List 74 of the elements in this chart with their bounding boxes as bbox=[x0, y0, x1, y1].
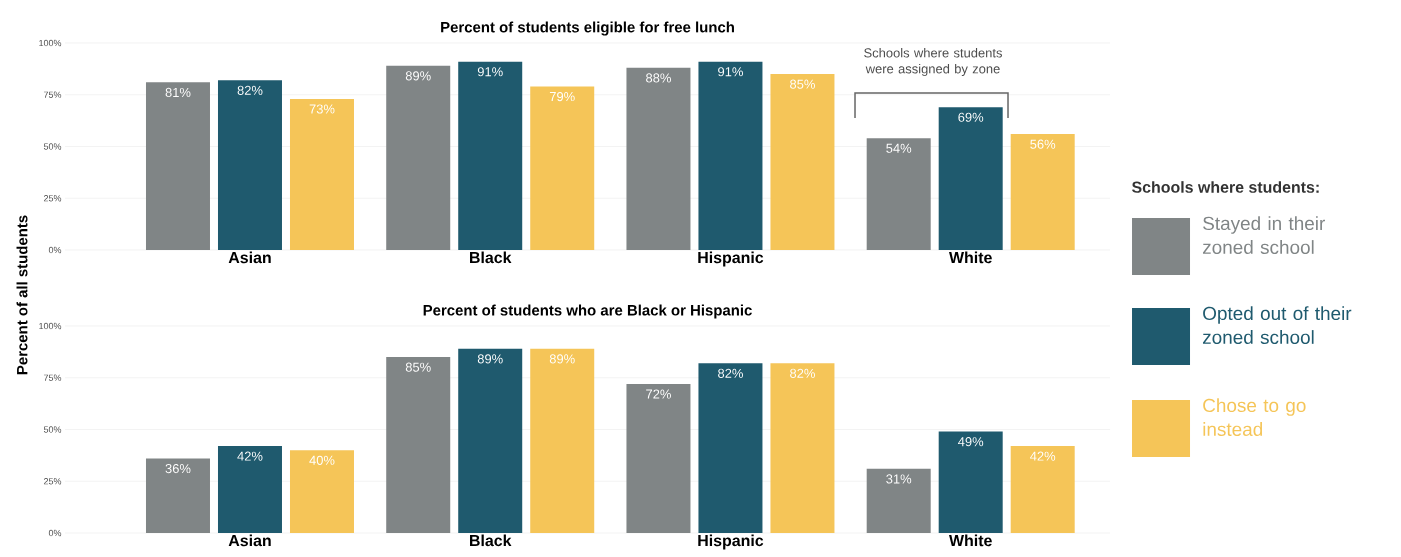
x-tick-label: Hispanic bbox=[698, 251, 764, 267]
bar bbox=[866, 138, 931, 250]
data-label: 79% bbox=[549, 91, 575, 102]
data-label: 89% bbox=[477, 354, 503, 364]
bar bbox=[938, 107, 1003, 250]
y-tick-label: 50% bbox=[43, 426, 62, 433]
bar bbox=[626, 383, 691, 533]
data-label: 82% bbox=[718, 368, 743, 378]
data-label: 88% bbox=[646, 73, 671, 83]
data-label: 49% bbox=[958, 437, 984, 447]
data-label: 54% bbox=[886, 143, 912, 153]
annotation: Schools where students were assigned by zone bbox=[864, 47, 1002, 76]
bar bbox=[386, 65, 451, 250]
data-label: 73% bbox=[309, 104, 335, 114]
data-label: 85% bbox=[790, 79, 815, 89]
text: Opted out of their zoned school bbox=[1202, 306, 1352, 345]
bar bbox=[145, 458, 210, 533]
bar bbox=[698, 363, 763, 533]
y-tick-label: 25% bbox=[43, 195, 62, 202]
data-label: 56% bbox=[1030, 139, 1056, 149]
y-tick-label: 100% bbox=[39, 322, 62, 330]
x-tick-label: Black bbox=[470, 251, 512, 264]
x-tick-label: Asian bbox=[228, 251, 271, 264]
y-tick-label: 0% bbox=[48, 246, 62, 254]
y-tick-label: 25% bbox=[43, 478, 62, 485]
x-tick-label: Asian bbox=[228, 534, 271, 547]
data-label: 89% bbox=[405, 71, 431, 81]
bar bbox=[217, 80, 282, 250]
data-label: 82% bbox=[237, 85, 263, 95]
chart-title: Percent of students who are Black or Hispanic bbox=[423, 304, 752, 319]
data-label: 69% bbox=[958, 112, 984, 122]
data-label: 42% bbox=[1030, 451, 1056, 461]
bar bbox=[145, 82, 210, 250]
data-label: 89% bbox=[549, 354, 575, 364]
chart-title: Percent of students eligible for free lunch bbox=[441, 21, 734, 36]
bar bbox=[289, 98, 354, 250]
bar bbox=[217, 446, 282, 533]
y-axis-title: Percent of all students bbox=[16, 215, 28, 375]
bar bbox=[866, 468, 931, 533]
x-tick-label: Hispanic bbox=[698, 534, 764, 550]
text: Stayed in their zoned school bbox=[1202, 216, 1325, 255]
bar bbox=[386, 357, 451, 533]
y-tick-label: 100% bbox=[39, 39, 62, 47]
bar bbox=[770, 363, 835, 533]
bar bbox=[938, 431, 1003, 533]
data-label: 40% bbox=[309, 455, 335, 465]
data-label: 36% bbox=[165, 464, 191, 474]
y-tick-label: 50% bbox=[43, 143, 62, 150]
data-label: 31% bbox=[886, 474, 912, 484]
bar bbox=[458, 61, 523, 250]
y-tick-label: 0% bbox=[48, 529, 62, 537]
text: Chose to go instead bbox=[1203, 398, 1306, 437]
bar bbox=[458, 348, 523, 533]
x-tick-label: Black bbox=[470, 534, 512, 547]
bar bbox=[530, 86, 595, 250]
bar bbox=[770, 74, 835, 250]
bar bbox=[698, 61, 763, 250]
data-label: 85% bbox=[405, 362, 431, 372]
data-label: 72% bbox=[646, 389, 671, 399]
y-tick-label: 75% bbox=[43, 91, 62, 98]
bar bbox=[626, 67, 691, 250]
bar bbox=[1010, 134, 1075, 250]
x-tick-label: White bbox=[949, 534, 992, 547]
data-label: 91% bbox=[718, 67, 743, 77]
data-label: 91% bbox=[477, 67, 503, 77]
bar bbox=[1010, 446, 1075, 533]
legend-title: Schools where students: bbox=[1131, 181, 1319, 193]
data-label: 42% bbox=[237, 451, 263, 461]
bar bbox=[289, 450, 354, 533]
data-label: 81% bbox=[165, 87, 191, 98]
data-label: 82% bbox=[790, 368, 815, 378]
y-tick-label: 75% bbox=[43, 374, 62, 381]
x-tick-label: White bbox=[949, 251, 992, 264]
bar bbox=[530, 348, 595, 533]
